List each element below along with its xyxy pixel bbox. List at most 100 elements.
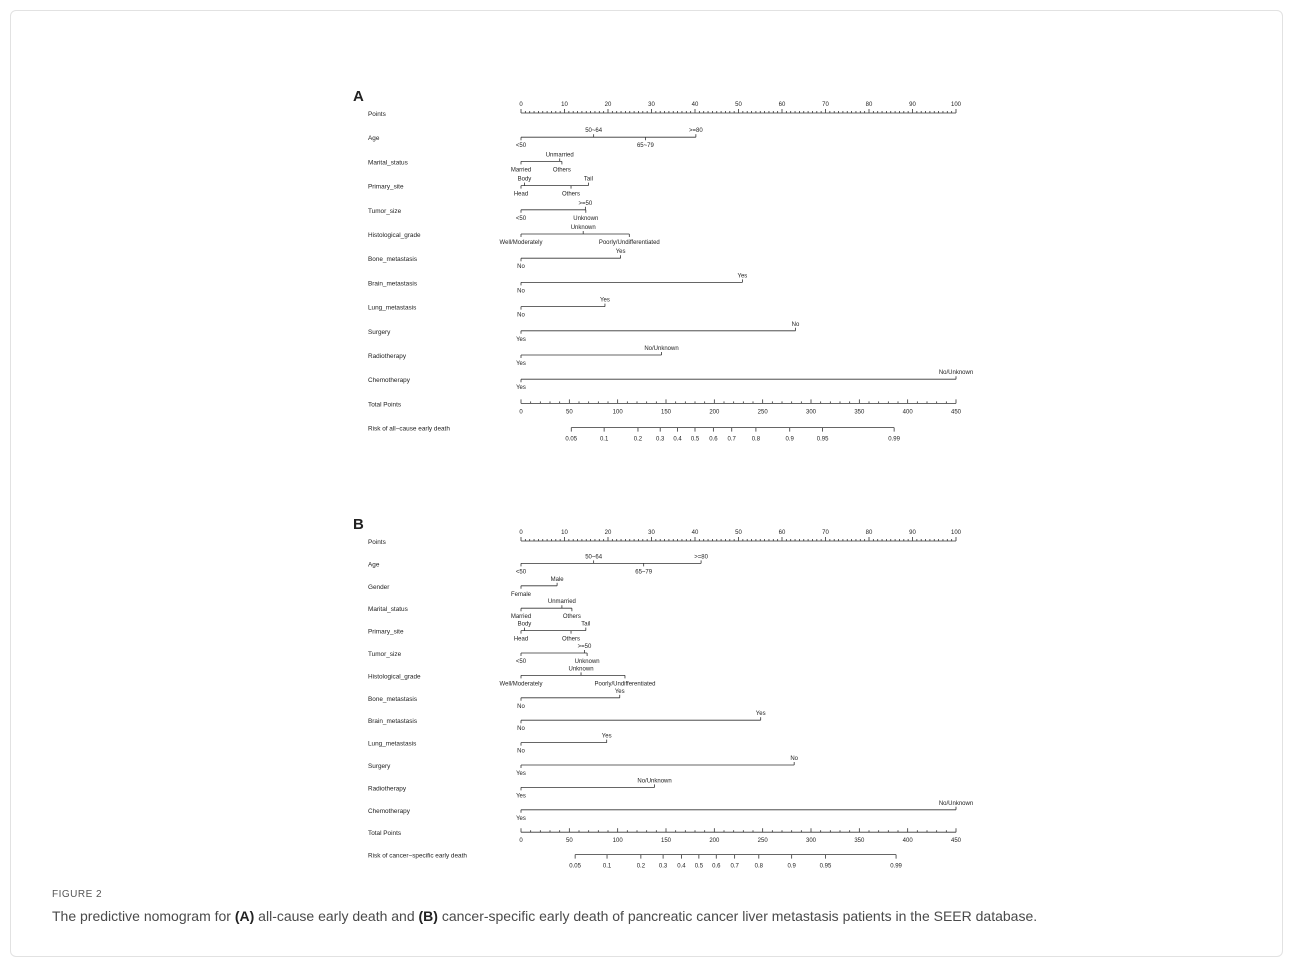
row-label: Brain_metastasis — [368, 280, 417, 287]
total-points-tick-label: 350 — [854, 409, 865, 415]
risk-tick-label: 0.8 — [755, 864, 764, 870]
row-label: Primary_site — [368, 629, 404, 636]
level-label: Unknown — [573, 216, 598, 222]
risk-tick-label: 0.7 — [728, 437, 737, 443]
points-tick-label: 60 — [779, 530, 786, 536]
total-points-tick-label: 400 — [903, 409, 914, 415]
risk-tick-label: 0.3 — [659, 864, 668, 870]
row-label: Gender — [368, 584, 390, 591]
total-points-tick-label: 0 — [519, 838, 523, 844]
level-label: No — [517, 288, 525, 294]
points-tick-label: 30 — [648, 102, 655, 108]
risk-tick-label: 0.1 — [603, 864, 612, 870]
points-tick-label: 50 — [735, 102, 742, 108]
row-label: Radiotherapy — [368, 785, 407, 792]
caption-a-label: (A) — [234, 908, 255, 924]
panel-letter: B — [353, 516, 364, 533]
risk-tick-label: 0.7 — [730, 864, 739, 870]
row-label: Marital_status — [368, 159, 408, 166]
level-label: No — [517, 313, 525, 319]
caption-part-3: cancer-specific early death of pancreati… — [437, 908, 1038, 924]
level-label: Others — [562, 192, 580, 198]
points-tick-label: 0 — [519, 102, 523, 108]
level-label: Tail — [584, 177, 593, 183]
level-label: Yes — [516, 771, 526, 777]
figure-frame: A Points 0 10 20 30 40 50 60 70 80 90 100 Age <50 50~64… — [10, 10, 1283, 957]
points-tick-label: 70 — [822, 102, 829, 108]
risk-tick-label: 0.6 — [712, 864, 721, 870]
level-label: No — [517, 749, 525, 755]
points-tick-label: 70 — [822, 530, 829, 536]
level-label: No/Unknown — [939, 801, 973, 807]
panel-letter: A — [353, 88, 364, 105]
level-label: No — [517, 264, 525, 270]
level-label: <50 — [516, 216, 527, 222]
total-points-tick-label: 150 — [661, 409, 672, 415]
total-points-tick-label: 200 — [709, 409, 720, 415]
caption-text: The predictive nomogram for (A) all-caus… — [52, 906, 1267, 927]
level-label: Body — [518, 622, 532, 628]
risk-tick-label: 0.4 — [677, 864, 686, 870]
risk-tick-label: 0.05 — [569, 864, 581, 870]
level-label: Yes — [516, 361, 526, 367]
row-label: Total Points — [368, 830, 401, 837]
total-points-tick-label: 300 — [806, 409, 817, 415]
level-label: Yes — [616, 249, 626, 255]
points-tick-label: 10 — [561, 102, 568, 108]
row-label: Points — [368, 111, 386, 118]
total-points-tick-label: 450 — [951, 838, 962, 844]
level-label: Married — [511, 167, 531, 173]
level-label: Unmarried — [548, 599, 576, 605]
risk-tick-label: 0.8 — [752, 437, 761, 443]
row-label: Histological_grade — [368, 673, 421, 680]
row-label: Age — [368, 561, 380, 568]
row-label: Chemotherapy — [368, 808, 411, 815]
level-label: 65~79 — [635, 569, 653, 575]
risk-tick-label: 0.95 — [820, 864, 832, 870]
level-label: 50~64 — [585, 128, 603, 134]
total-points-tick-label: 300 — [806, 838, 817, 844]
level-label: Tail — [581, 622, 590, 628]
points-tick-label: 20 — [605, 102, 612, 108]
row-label: Lung_metastasis — [368, 305, 416, 312]
row-label: Points — [368, 539, 386, 546]
level-label: Unmarried — [546, 152, 574, 158]
level-label: No/Unknown — [644, 346, 678, 352]
risk-tick-label: 0.5 — [691, 437, 700, 443]
level-label: >=50 — [578, 644, 592, 650]
level-label: >=80 — [694, 554, 708, 560]
total-points-tick-label: 400 — [903, 838, 914, 844]
risk-tick-label: 0.6 — [709, 437, 718, 443]
level-label: Yes — [516, 337, 526, 343]
level-label: Unknown — [569, 666, 594, 672]
points-tick-label: 80 — [866, 102, 873, 108]
caption-b-label: (B) — [418, 908, 438, 924]
total-points-tick-label: 100 — [613, 409, 624, 415]
points-tick-label: 90 — [909, 530, 916, 536]
level-label: Unknown — [571, 225, 596, 231]
risk-tick-label: 0.2 — [634, 437, 643, 443]
level-label: Married — [511, 614, 531, 620]
row-label: Total Points — [368, 401, 401, 408]
level-label: Others — [562, 637, 580, 643]
points-tick-label: 50 — [735, 530, 742, 536]
row-label: Surgery — [368, 329, 391, 336]
figure-caption: FIGURE 2 The predictive nomogram for (A)… — [52, 889, 1267, 927]
level-label: >=50 — [579, 201, 593, 207]
risk-tick-label: 0.4 — [673, 437, 682, 443]
row-label: Risk of cancer−specific early death — [368, 853, 467, 860]
level-label: Unknown — [575, 659, 600, 665]
row-label: Tumor_size — [368, 208, 402, 215]
level-label: 50~64 — [585, 554, 603, 560]
points-tick-label: 30 — [648, 530, 655, 536]
risk-tick-label: 0.9 — [787, 864, 796, 870]
level-label: No — [792, 322, 800, 328]
total-points-tick-label: 50 — [566, 409, 573, 415]
row-label: Bone_metastasis — [368, 696, 417, 703]
level-label: Poorly/Undifferentiated — [599, 240, 660, 246]
risk-tick-label: 0.1 — [600, 437, 609, 443]
level-label: Others — [563, 614, 581, 620]
caption-part-2: all-cause early death and — [254, 908, 419, 924]
row-label: Bone_metastasis — [368, 256, 417, 263]
total-points-tick-label: 200 — [709, 838, 720, 844]
